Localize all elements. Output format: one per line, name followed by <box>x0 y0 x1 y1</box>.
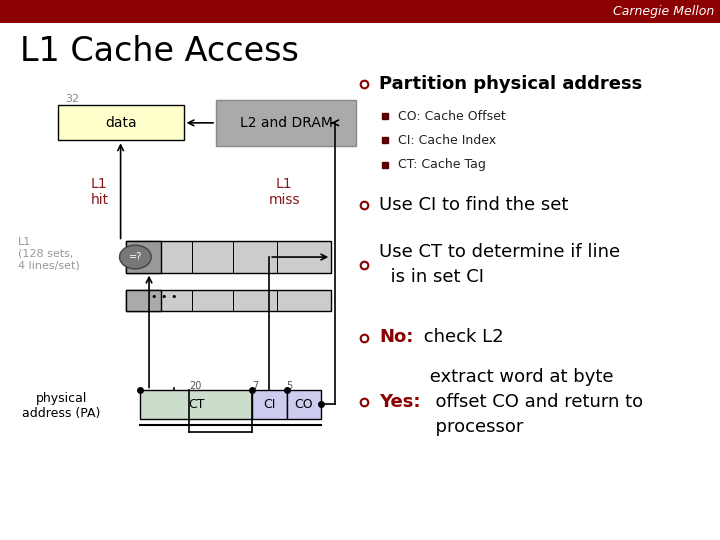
Text: L1
(128 sets,
4 lines/set): L1 (128 sets, 4 lines/set) <box>18 237 80 271</box>
Bar <box>126 241 161 273</box>
Text: L1
hit: L1 hit <box>90 177 109 207</box>
Text: 5: 5 <box>287 381 292 391</box>
Bar <box>140 390 252 418</box>
Text: No:: No: <box>379 328 414 347</box>
Text: extract word at byte
  offset CO and return to
  processor: extract word at byte offset CO and retur… <box>424 368 643 436</box>
Text: L1 Cache Access: L1 Cache Access <box>20 35 299 68</box>
Text: 32: 32 <box>65 94 79 104</box>
Text: CT: Cache Tag: CT: Cache Tag <box>398 158 486 171</box>
Circle shape <box>120 245 151 269</box>
Bar <box>216 100 356 146</box>
Bar <box>58 105 184 140</box>
Text: 7: 7 <box>253 381 258 391</box>
Text: CT: CT <box>188 398 204 411</box>
Bar <box>287 390 321 418</box>
Text: CO: CO <box>294 398 313 411</box>
Bar <box>126 241 331 273</box>
Bar <box>0 0 720 23</box>
Text: Yes:: Yes: <box>379 393 421 411</box>
Text: CI: CI <box>263 398 276 411</box>
Text: CO: Cache Offset: CO: Cache Offset <box>398 110 506 123</box>
Text: CI: Cache Index: CI: Cache Index <box>398 134 496 147</box>
Text: data: data <box>105 116 136 130</box>
Bar <box>252 390 287 418</box>
Text: • • •: • • • <box>151 292 177 302</box>
Bar <box>126 290 161 310</box>
Text: L1
miss: L1 miss <box>269 177 300 207</box>
Text: 20: 20 <box>189 381 202 391</box>
Text: Partition physical address: Partition physical address <box>379 75 643 93</box>
Text: physical
address (PA): physical address (PA) <box>22 392 100 420</box>
Text: check L2: check L2 <box>418 328 503 347</box>
Text: =?: =? <box>129 252 142 262</box>
Text: Use CI to find the set: Use CI to find the set <box>379 196 569 214</box>
Bar <box>126 290 331 310</box>
Text: Carnegie Mellon: Carnegie Mellon <box>613 5 714 18</box>
Text: L2 and DRAM: L2 and DRAM <box>240 116 333 130</box>
Text: Use CT to determine if line
  is in set CI: Use CT to determine if line is in set CI <box>379 243 621 286</box>
